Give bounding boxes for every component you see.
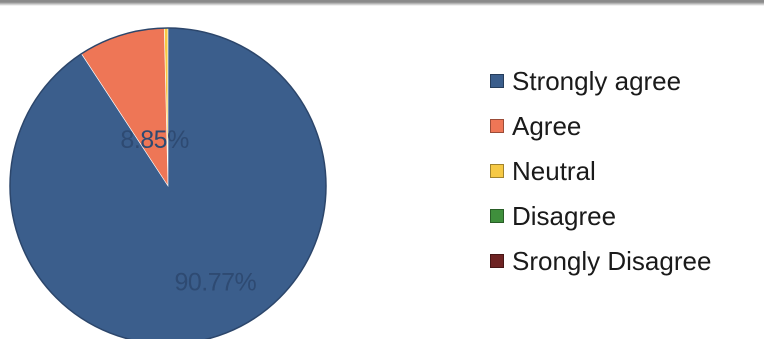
pie-slice-strongly-agree [9, 27, 327, 339]
legend-label-strongly-agree: Strongly agree [512, 65, 682, 96]
legend-label-neutral: Neutral [512, 155, 596, 186]
legend: Strongly agree Agree Neutral Disagree Sr… [490, 58, 711, 283]
legend-item-strongly-agree: Strongly agree [490, 58, 711, 103]
legend-swatch-disagree [490, 208, 504, 223]
legend-label-agree: Agree [512, 110, 582, 141]
clipped-caption-edge [0, 0, 764, 6]
data-label-strongly-agree: 90.77% [175, 268, 257, 296]
pie-labels: 0.38% 8.85% 90.77% [120, 0, 257, 296]
legend-item-agree: Agree [490, 103, 711, 148]
legend-item-neutral: Neutral [490, 148, 711, 193]
legend-swatch-neutral [490, 163, 504, 178]
legend-swatch-strongly-agree [490, 73, 504, 88]
legend-item-disagree: Disagree [490, 193, 711, 238]
legend-label-strongly-disagree: Srongly Disagree [512, 245, 712, 276]
legend-swatch-strongly-disagree [490, 253, 504, 268]
legend-swatch-agree [490, 118, 504, 133]
data-label-agree: 8.85% [120, 126, 189, 154]
legend-item-strongly-disagree: Srongly Disagree [490, 238, 711, 283]
legend-label-disagree: Disagree [512, 200, 617, 231]
pie-slices [9, 27, 327, 339]
data-label-neutral: 0.38% [129, 0, 203, 2]
pie-outline [9, 27, 327, 339]
